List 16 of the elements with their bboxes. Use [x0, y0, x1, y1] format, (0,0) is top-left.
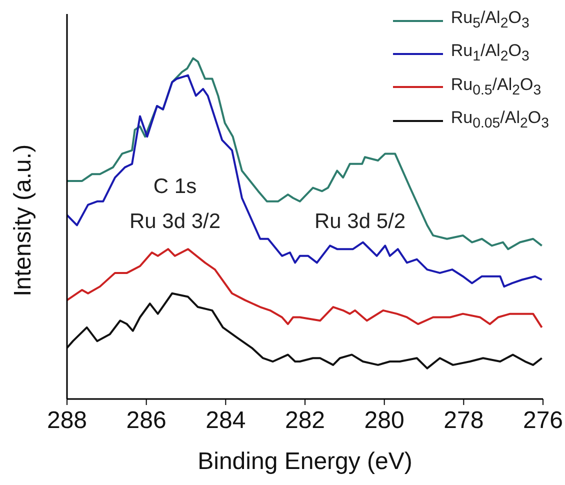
x-tick-label: 284 — [206, 407, 246, 434]
x-tick-label: 282 — [284, 407, 326, 434]
annotation: Ru 3d 5/2 — [314, 210, 406, 234]
annotation: C 1s — [153, 175, 197, 199]
x-tick-label: 286 — [126, 407, 166, 434]
legend-label: Ru$_{5}$/Al$_{2}$O$_{3}$ — [450, 7, 530, 34]
x-tick-label: 280 — [364, 407, 404, 434]
legend-label: Ru$_{1}$/Al$_{2}$O$_{3}$ — [450, 40, 530, 67]
y-axis-title: Intensity (a.u.) — [10, 144, 37, 296]
legend-label: Ru$_{0.5}$/Al$_{2}$O$_{3}$ — [450, 74, 542, 100]
x-tick-label: 288 — [46, 407, 88, 434]
x-tick-label: 278 — [444, 407, 484, 434]
x-tick-label: 276 — [522, 407, 564, 434]
annotation: Ru 3d 3/2 — [129, 210, 221, 234]
x-axis-title: Binding Energy (eV) — [198, 448, 412, 475]
legend-label: Ru$_{0.05}$/Al$_{2}$O$_{3}$ — [450, 107, 549, 134]
